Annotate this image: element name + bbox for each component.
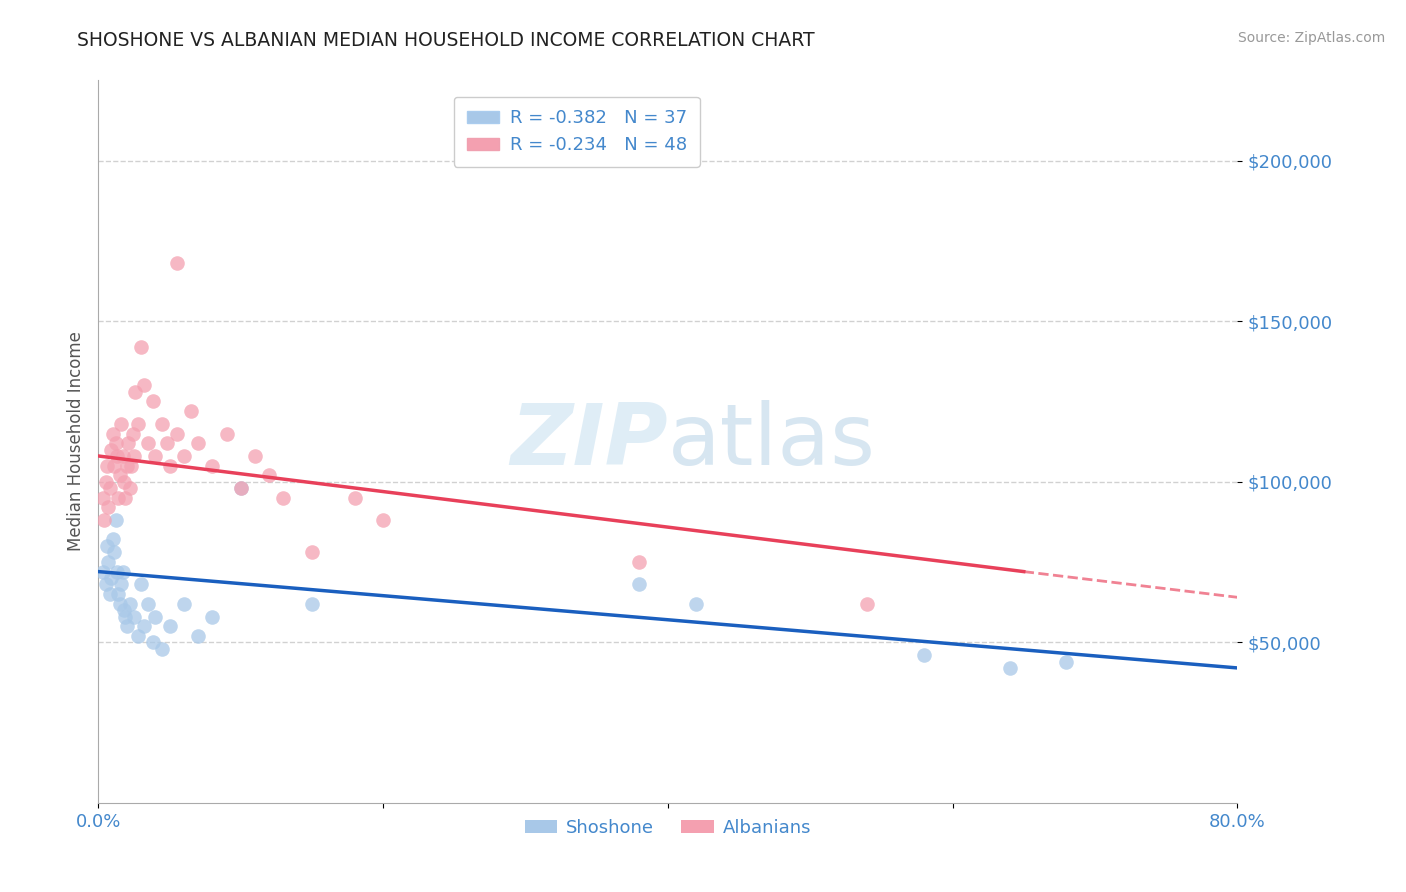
Point [98, 587, 121, 601]
Point [96, 458, 118, 473]
Point [94, 577, 117, 591]
Point [259, 468, 281, 483]
Point [108, 468, 131, 483]
Point [112, 475, 135, 489]
Point [628, 577, 651, 591]
Point [132, 619, 155, 633]
Point [105, 449, 128, 463]
Point [118, 481, 141, 495]
Point [159, 619, 181, 633]
Point [91, 491, 114, 505]
Point [136, 436, 159, 450]
Point [998, 661, 1021, 675]
Point [145, 449, 167, 463]
Point [141, 394, 163, 409]
Point [136, 597, 159, 611]
Point [156, 436, 179, 450]
Point [1056, 655, 1078, 669]
Y-axis label: Median Household Income: Median Household Income [66, 332, 84, 551]
Text: SHOSHONE VS ALBANIAN MEDIAN HOUSEHOLD INCOME CORRELATION CHART: SHOSHONE VS ALBANIAN MEDIAN HOUSEHOLD IN… [77, 31, 815, 50]
Point [187, 629, 209, 643]
Point [97, 500, 120, 515]
Point [145, 609, 167, 624]
Point [93, 513, 115, 527]
Point [108, 597, 131, 611]
Point [107, 587, 129, 601]
Point [166, 256, 188, 270]
Text: ZIP: ZIP [510, 400, 668, 483]
Point [105, 565, 128, 579]
Point [124, 384, 146, 399]
Point [141, 635, 163, 649]
Point [132, 378, 155, 392]
Point [91, 565, 114, 579]
Point [104, 436, 127, 450]
Point [685, 597, 707, 611]
Point [101, 533, 124, 547]
Point [111, 449, 134, 463]
Point [215, 426, 238, 441]
Point [152, 641, 174, 656]
Point [114, 491, 136, 505]
Point [114, 609, 136, 624]
Point [373, 513, 395, 527]
Point [166, 426, 188, 441]
Point [117, 436, 139, 450]
Point [129, 577, 152, 591]
Point [97, 555, 120, 569]
Point [628, 555, 651, 569]
Point [100, 571, 122, 585]
Point [101, 426, 124, 441]
Point [121, 426, 143, 441]
Point [107, 491, 129, 505]
Legend: Shoshone, Albanians: Shoshone, Albanians [517, 812, 818, 845]
Point [111, 565, 134, 579]
Point [94, 475, 117, 489]
Point [98, 481, 121, 495]
Point [152, 417, 174, 431]
Point [856, 597, 879, 611]
Point [104, 513, 127, 527]
Point [229, 481, 252, 495]
Point [159, 458, 181, 473]
Point [127, 417, 149, 431]
Point [103, 545, 125, 559]
Point [201, 458, 224, 473]
Point [110, 577, 132, 591]
Point [129, 340, 152, 354]
Point [100, 442, 122, 457]
Point [187, 436, 209, 450]
Point [243, 449, 266, 463]
Point [229, 481, 252, 495]
Point [96, 539, 118, 553]
Point [115, 458, 138, 473]
Point [301, 545, 323, 559]
Point [301, 597, 323, 611]
Point [103, 458, 125, 473]
Point [122, 449, 145, 463]
Point [273, 491, 295, 505]
Point [173, 449, 195, 463]
Point [118, 597, 141, 611]
Point [343, 491, 366, 505]
Point [173, 597, 195, 611]
Point [110, 417, 132, 431]
Point [912, 648, 935, 662]
Point [201, 609, 224, 624]
Text: Source: ZipAtlas.com: Source: ZipAtlas.com [1237, 31, 1385, 45]
Point [120, 458, 142, 473]
Point [122, 609, 145, 624]
Point [180, 404, 202, 418]
Text: atlas: atlas [668, 400, 876, 483]
Point [112, 603, 135, 617]
Point [127, 629, 149, 643]
Point [115, 619, 138, 633]
